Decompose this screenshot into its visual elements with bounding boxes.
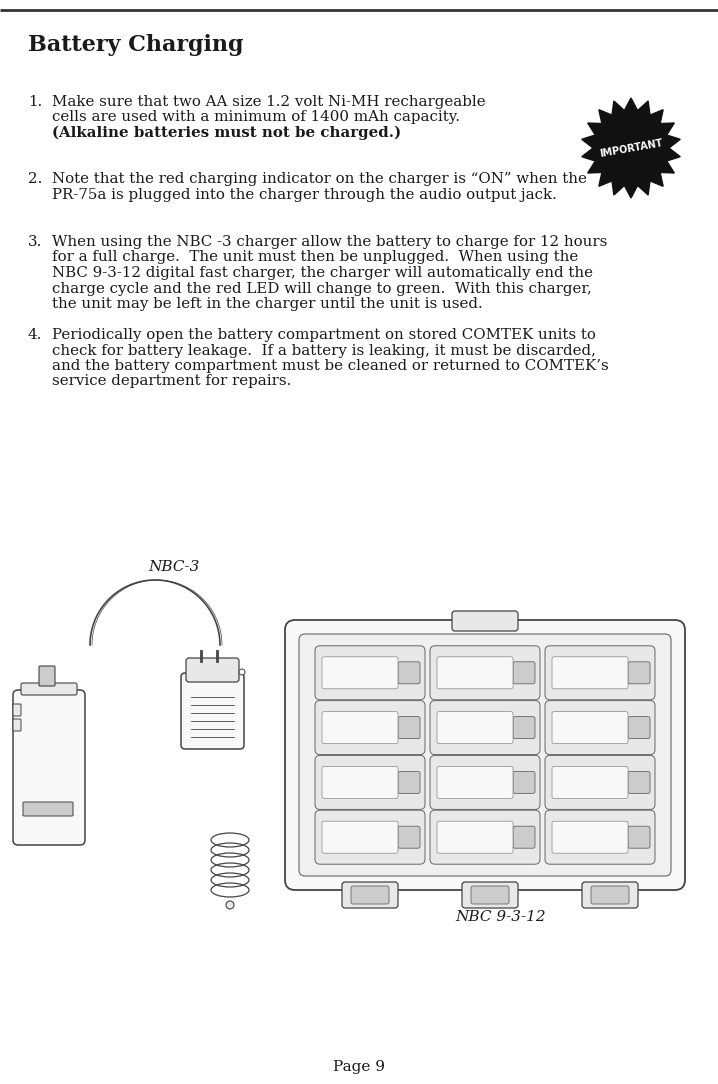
Text: 4.: 4. — [28, 328, 42, 341]
FancyBboxPatch shape — [342, 882, 398, 908]
FancyBboxPatch shape — [430, 756, 540, 810]
FancyBboxPatch shape — [322, 766, 398, 799]
FancyBboxPatch shape — [398, 772, 420, 793]
FancyBboxPatch shape — [13, 691, 85, 846]
FancyBboxPatch shape — [591, 886, 629, 904]
Text: NBC 9-3-12 digital fast charger, the charger will automatically end the: NBC 9-3-12 digital fast charger, the cha… — [52, 266, 593, 280]
FancyBboxPatch shape — [513, 662, 535, 684]
Text: Periodically open the battery compartment on stored COMTEK units to: Periodically open the battery compartmen… — [52, 328, 596, 341]
FancyBboxPatch shape — [21, 683, 77, 695]
FancyBboxPatch shape — [315, 756, 425, 810]
Text: IMPORTANT: IMPORTANT — [599, 138, 663, 158]
FancyBboxPatch shape — [398, 662, 420, 684]
Text: 1.: 1. — [28, 95, 42, 109]
FancyBboxPatch shape — [39, 666, 55, 686]
FancyBboxPatch shape — [398, 717, 420, 738]
FancyBboxPatch shape — [545, 646, 655, 700]
FancyBboxPatch shape — [628, 662, 650, 684]
Text: NBC-3: NBC-3 — [148, 560, 200, 575]
FancyBboxPatch shape — [322, 822, 398, 853]
Text: Note that the red charging indicator on the charger is “ON” when the: Note that the red charging indicator on … — [52, 172, 587, 186]
FancyBboxPatch shape — [437, 657, 513, 688]
FancyBboxPatch shape — [299, 634, 671, 876]
FancyBboxPatch shape — [430, 700, 540, 754]
FancyBboxPatch shape — [513, 772, 535, 793]
FancyBboxPatch shape — [181, 673, 244, 749]
Text: (Alkaline batteries must not be charged.): (Alkaline batteries must not be charged.… — [52, 126, 401, 141]
FancyBboxPatch shape — [552, 711, 628, 744]
FancyBboxPatch shape — [315, 700, 425, 754]
FancyBboxPatch shape — [552, 822, 628, 853]
FancyBboxPatch shape — [23, 802, 73, 816]
FancyBboxPatch shape — [552, 657, 628, 688]
FancyBboxPatch shape — [285, 620, 685, 890]
FancyBboxPatch shape — [322, 711, 398, 744]
FancyBboxPatch shape — [545, 700, 655, 754]
FancyBboxPatch shape — [513, 826, 535, 848]
FancyBboxPatch shape — [430, 810, 540, 864]
Circle shape — [226, 901, 234, 909]
FancyBboxPatch shape — [13, 704, 21, 717]
FancyBboxPatch shape — [315, 646, 425, 700]
FancyBboxPatch shape — [513, 717, 535, 738]
Text: Make sure that two AA size 1.2 volt Ni-MH rechargeable: Make sure that two AA size 1.2 volt Ni-M… — [52, 95, 485, 109]
Text: Battery Charging: Battery Charging — [28, 34, 243, 56]
FancyBboxPatch shape — [462, 882, 518, 908]
Text: PR-75a is plugged into the charger through the audio output jack.: PR-75a is plugged into the charger throu… — [52, 188, 557, 202]
Text: NBC 9-3-12: NBC 9-3-12 — [455, 909, 546, 924]
FancyBboxPatch shape — [628, 826, 650, 848]
FancyBboxPatch shape — [628, 772, 650, 793]
Text: for a full charge.  The unit must then be unplugged.  When using the: for a full charge. The unit must then be… — [52, 250, 578, 264]
FancyBboxPatch shape — [471, 886, 509, 904]
Text: 2.: 2. — [28, 172, 42, 186]
FancyBboxPatch shape — [398, 826, 420, 848]
FancyBboxPatch shape — [552, 766, 628, 799]
FancyBboxPatch shape — [582, 882, 638, 908]
Text: Page 9: Page 9 — [333, 1060, 385, 1074]
FancyBboxPatch shape — [437, 711, 513, 744]
FancyBboxPatch shape — [545, 756, 655, 810]
Text: cells are used with a minimum of 1400 mAh capacity.: cells are used with a minimum of 1400 mA… — [52, 111, 460, 125]
FancyBboxPatch shape — [545, 810, 655, 864]
Text: and the battery compartment must be cleaned or returned to COMTEK’s: and the battery compartment must be clea… — [52, 359, 609, 373]
FancyBboxPatch shape — [437, 766, 513, 799]
Text: service department for repairs.: service department for repairs. — [52, 374, 292, 388]
FancyBboxPatch shape — [13, 719, 21, 731]
Text: 3.: 3. — [28, 235, 42, 249]
FancyBboxPatch shape — [351, 886, 389, 904]
FancyBboxPatch shape — [322, 657, 398, 688]
Circle shape — [239, 669, 245, 675]
Polygon shape — [582, 98, 680, 198]
FancyBboxPatch shape — [315, 810, 425, 864]
FancyBboxPatch shape — [628, 717, 650, 738]
FancyBboxPatch shape — [186, 658, 239, 682]
Text: check for battery leakage.  If a battery is leaking, it must be discarded,: check for battery leakage. If a battery … — [52, 344, 596, 358]
FancyBboxPatch shape — [437, 822, 513, 853]
Text: charge cycle and the red LED will change to green.  With this charger,: charge cycle and the red LED will change… — [52, 282, 592, 296]
FancyBboxPatch shape — [430, 646, 540, 700]
Text: the unit may be left in the charger until the unit is used.: the unit may be left in the charger unti… — [52, 297, 482, 311]
Text: When using the NBC -3 charger allow the battery to charge for 12 hours: When using the NBC -3 charger allow the … — [52, 235, 607, 249]
FancyBboxPatch shape — [452, 611, 518, 631]
